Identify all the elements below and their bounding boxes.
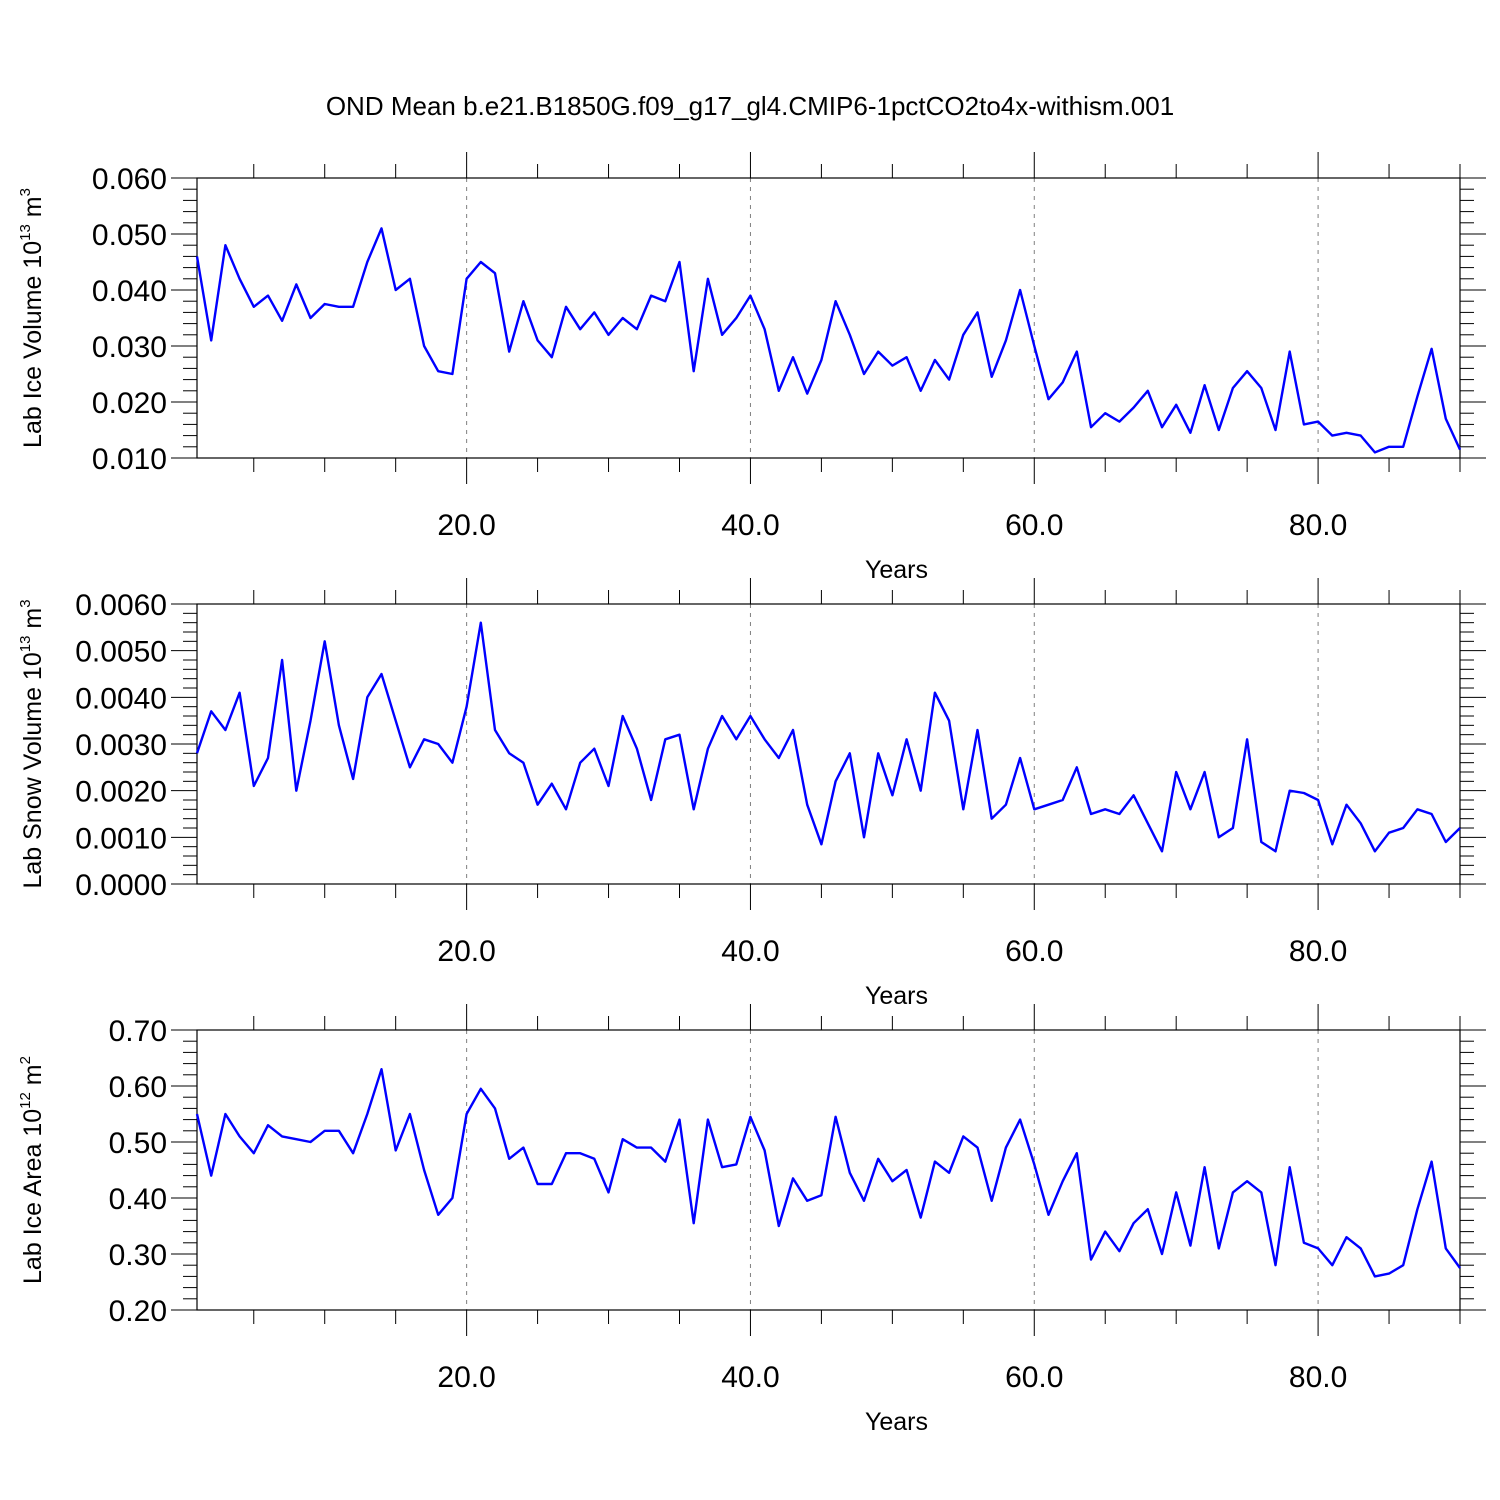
panel-3: 0.20 0.30 0.40 0.50 0.60 0.70 20.0 40.0 60.0 80.0… [17,1004,1486,1436]
figure-title: OND Mean b.e21.B1850G.f09_g17_gl4.CMIP6-… [326,91,1174,121]
y-tick-label: 0.60 [109,1071,167,1104]
x-axis-title: Years [865,556,928,584]
y-tick-label: 0.70 [109,1015,167,1048]
y-tick-label: 0.0000 [75,869,167,902]
y-tick-label: 0.050 [92,219,167,252]
data-series-line [195,621,1461,853]
plot-frame [196,603,1461,885]
y-tick-label: 0.0010 [75,822,167,855]
panel-2: 0.0000 0.0010 0.0020 0.0030 0.0040 0.0050 0.00… [17,578,1486,1010]
panels: 0.010 0.020 0.030 0.040 0.050 0.060 20.0 40.0 60… [17,152,1486,1436]
x-tick-label: 20.0 [437,1361,495,1394]
y-tick-label: 0.020 [92,387,167,420]
y-axis-title-superscript: 12 [17,1092,34,1109]
x-tick-label: 80.0 [1289,509,1347,542]
x-tick-label: 60.0 [1005,935,1063,968]
y-axis-title-text: m [19,608,47,636]
plot-frame [196,177,1461,459]
data-series-line [195,1067,1461,1278]
x-tick-label: 40.0 [721,1361,779,1394]
y-tick-label: 0.0020 [75,776,167,809]
panel-1: 0.010 0.020 0.030 0.040 0.050 0.060 20.0 40.0 60… [17,152,1486,584]
y-axis-title-superscript: 2 [17,1056,34,1064]
y-axis-title-superscript: 3 [17,599,34,607]
y-axis-title: Lab Snow Volume 1013 m3 [17,599,47,888]
x-tick-label: 80.0 [1289,935,1347,968]
x-tick-label: 80.0 [1289,1361,1347,1394]
y-axis-title-text: m [19,196,47,224]
y-axis-title-superscript: 13 [17,224,34,241]
y-axis-title: Lab Ice Volume 1013 m3 [17,188,47,448]
y-tick-label: 0.0040 [75,682,167,715]
x-tick-label: 60.0 [1005,1361,1063,1394]
y-tick-label: 0.0030 [75,729,167,762]
y-axis-title-text: Lab Ice Volume 10 [19,241,47,448]
y-tick-label: 0.50 [109,1127,167,1160]
y-axis-title-superscript: 3 [17,188,34,196]
x-tick-label: 40.0 [721,935,779,968]
y-axis-title-text: Lab Ice Area 10 [19,1109,47,1284]
y-tick-label: 0.30 [109,1239,167,1272]
y-axis-title-text: m [19,1064,47,1092]
y-axis-title-superscript: 13 [17,636,34,653]
y-tick-label: 0.20 [109,1295,167,1328]
y-tick-label: 0.060 [92,163,167,196]
y-axis-title-text: Lab Snow Volume 10 [19,652,47,888]
x-tick-label: 40.0 [721,509,779,542]
y-tick-label: 0.0060 [75,589,167,622]
x-tick-label: 60.0 [1005,509,1063,542]
x-tick-label: 20.0 [437,935,495,968]
y-tick-label: 0.030 [92,331,167,364]
y-tick-label: 0.010 [92,443,167,476]
y-tick-label: 0.0050 [75,636,167,669]
y-tick-label: 0.040 [92,275,167,308]
plot-frame [196,1029,1461,1311]
y-tick-label: 0.40 [109,1183,167,1216]
data-series-line [195,227,1462,454]
x-axis-title: Years [865,982,928,1010]
x-axis-title: Years [865,1408,928,1436]
x-tick-label: 20.0 [437,509,495,542]
y-axis-title: Lab Ice Area 1012 m2 [17,1056,47,1284]
